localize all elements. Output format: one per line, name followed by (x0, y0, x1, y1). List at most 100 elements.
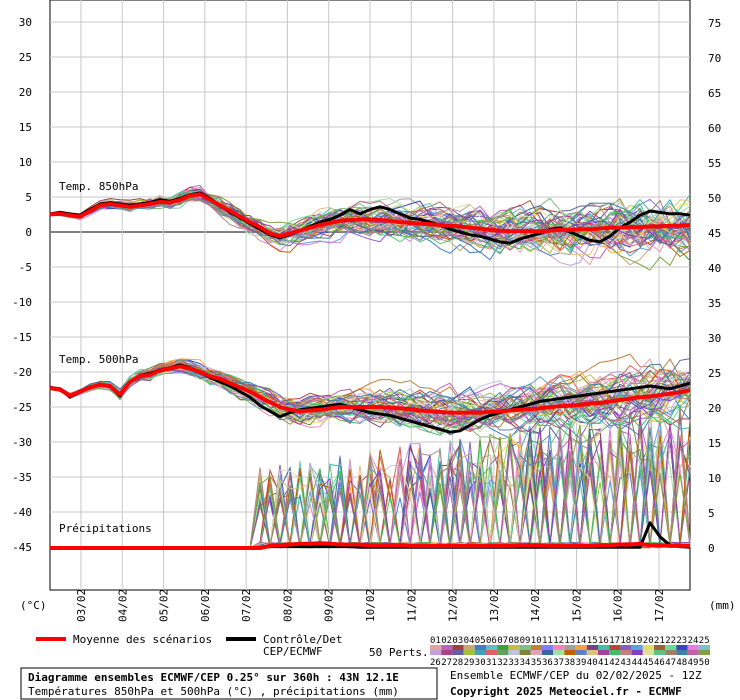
x-tick-label: 09/02 (323, 589, 336, 622)
member-label: 28 (452, 658, 463, 668)
x-tick-label: 16/02 (612, 589, 625, 622)
right-tick-label: 50 (708, 192, 721, 205)
member-swatch (609, 645, 621, 650)
member-label: 07 (497, 636, 508, 646)
member-swatch (586, 650, 598, 655)
member-label: 50 (699, 658, 710, 668)
x-tick-label: 11/02 (405, 589, 418, 622)
member-swatch (687, 645, 699, 650)
member-label: 06 (486, 636, 497, 646)
member-swatch (542, 650, 554, 655)
ensemble-line-t850 (49, 195, 691, 256)
member-label: 15 (587, 636, 598, 646)
member-swatch (687, 650, 699, 655)
member-label: 44 (632, 658, 643, 668)
member-label: 10 (531, 636, 542, 646)
member-label: 33 (508, 658, 519, 668)
member-swatch (564, 650, 576, 655)
panel-label-t500: Temp. 500hPa (59, 353, 138, 366)
right-tick-label: 25 (708, 367, 721, 380)
x-tick-label: 15/02 (570, 589, 583, 622)
member-swatch (519, 645, 531, 650)
right-tick-label: 10 (708, 472, 721, 485)
footer-box (20, 667, 438, 700)
right-tick-label: 0 (708, 542, 715, 555)
left-tick-label: -35 (12, 471, 32, 484)
member-swatch (553, 650, 565, 655)
member-label: 22 (665, 636, 676, 646)
x-tick-label: 06/02 (199, 589, 212, 622)
legend-mean-label: Moyenne des scénarios (73, 633, 212, 646)
right-tick-label: 15 (708, 437, 721, 450)
right-tick-label: 40 (708, 262, 721, 275)
member-label: 26 (430, 658, 441, 668)
member-swatch (575, 645, 587, 650)
member-swatch (497, 650, 509, 655)
member-swatch (530, 645, 542, 650)
member-label: 17 (609, 636, 620, 646)
mean-line-precip (50, 541, 690, 550)
legend-perts-label: 50 Perts. (369, 646, 429, 659)
member-label: 05 (475, 636, 486, 646)
footer-subtitle: Températures 850hPa et 500hPa (°C) , pré… (28, 685, 399, 698)
member-label: 16 (598, 636, 609, 646)
member-swatch (486, 645, 498, 650)
member-label: 12 (553, 636, 564, 646)
left-tick-label: 15 (19, 121, 32, 134)
member-swatch (665, 650, 677, 655)
member-swatch (441, 645, 453, 650)
x-tick-label: 07/02 (240, 589, 253, 622)
member-swatch (609, 650, 621, 655)
member-swatch (654, 645, 666, 650)
left-tick-label: 0 (25, 226, 32, 239)
member-label: 21 (654, 636, 665, 646)
member-swatch (620, 650, 632, 655)
left-tick-label: 10 (19, 156, 32, 169)
member-label: 43 (620, 658, 631, 668)
x-tick-label: 05/02 (158, 589, 171, 622)
member-label: 14 (576, 636, 587, 646)
panel-label-t850: Temp. 850hPa (59, 180, 138, 193)
member-label: 34 (520, 658, 531, 668)
member-label: 04 (464, 636, 475, 646)
member-label: 38 (564, 658, 575, 668)
member-swatch (441, 650, 453, 655)
left-tick-label: 5 (25, 191, 32, 204)
member-label: 29 (464, 658, 475, 668)
left-tick-label: 20 (19, 86, 32, 99)
member-swatch (654, 650, 666, 655)
member-label: 41 (598, 658, 609, 668)
right-tick-label: 45 (708, 227, 721, 240)
x-tick-label: 13/02 (488, 589, 501, 622)
member-label: 09 (520, 636, 531, 646)
footer-title: Diagramme ensembles ECMWF/CEP 0.25° sur … (28, 671, 399, 684)
left-tick-label: -45 (12, 541, 32, 554)
member-label: 08 (508, 636, 519, 646)
member-label: 01 (430, 636, 441, 646)
right-tick-label: 75 (708, 17, 721, 30)
right-tick-label: 65 (708, 87, 721, 100)
member-swatch (665, 645, 677, 650)
member-label: 48 (676, 658, 687, 668)
member-swatch (474, 650, 486, 655)
member-label: 23 (676, 636, 687, 646)
member-label: 36 (542, 658, 553, 668)
member-label: 39 (576, 658, 587, 668)
member-swatch (698, 645, 710, 650)
x-axis-ticks: 03/02 04/02 05/02 06/02 07/02 08/02 09/02 10/02… (75, 589, 666, 622)
member-swatch (564, 645, 576, 650)
member-swatch (497, 645, 509, 650)
member-label: 31 (486, 658, 497, 668)
left-tick-label: -40 (12, 506, 32, 519)
member-label: 20 (643, 636, 654, 646)
left-tick-label: -30 (12, 436, 32, 449)
member-label: 46 (654, 658, 665, 668)
right-tick-label: 55 (708, 157, 721, 170)
member-swatch (620, 645, 632, 650)
member-swatch (631, 650, 643, 655)
member-label: 47 (665, 658, 676, 668)
left-tick-label: -5 (19, 261, 32, 274)
member-swatch (542, 645, 554, 650)
left-unit-label: (°C) (20, 599, 47, 612)
